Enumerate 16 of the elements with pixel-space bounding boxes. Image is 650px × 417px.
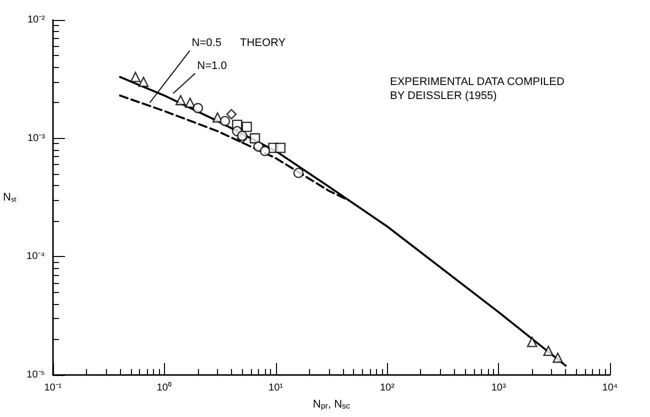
annotation: THEORY bbox=[240, 37, 286, 49]
annotation: EXPERIMENTAL DATA COMPILED BY DEISSLER (1955) bbox=[390, 76, 564, 102]
y-tick-label: 10⁻² bbox=[27, 14, 46, 26]
x-axis-title: Npr, Nsc bbox=[312, 398, 350, 410]
x-tick-label: 10⁰ bbox=[156, 382, 172, 394]
y-tick-label: 10⁻³ bbox=[27, 132, 46, 144]
x-tick-label: 10² bbox=[380, 382, 396, 394]
x-tick-label: 10¹ bbox=[268, 382, 284, 394]
annotation: N=0.5 bbox=[192, 37, 222, 50]
y-axis-title: Nₛₜ bbox=[2, 192, 17, 204]
x-tick-label: 10³ bbox=[491, 382, 506, 394]
annotation: N=1.0 bbox=[197, 60, 227, 72]
x-tick-label: 10⁻¹ bbox=[44, 382, 62, 394]
y-tick-label: 10⁻⁵ bbox=[26, 370, 45, 380]
y-tick-label: 10⁻⁴ bbox=[26, 251, 45, 262]
x-tick-label: 10⁴ bbox=[602, 382, 618, 394]
